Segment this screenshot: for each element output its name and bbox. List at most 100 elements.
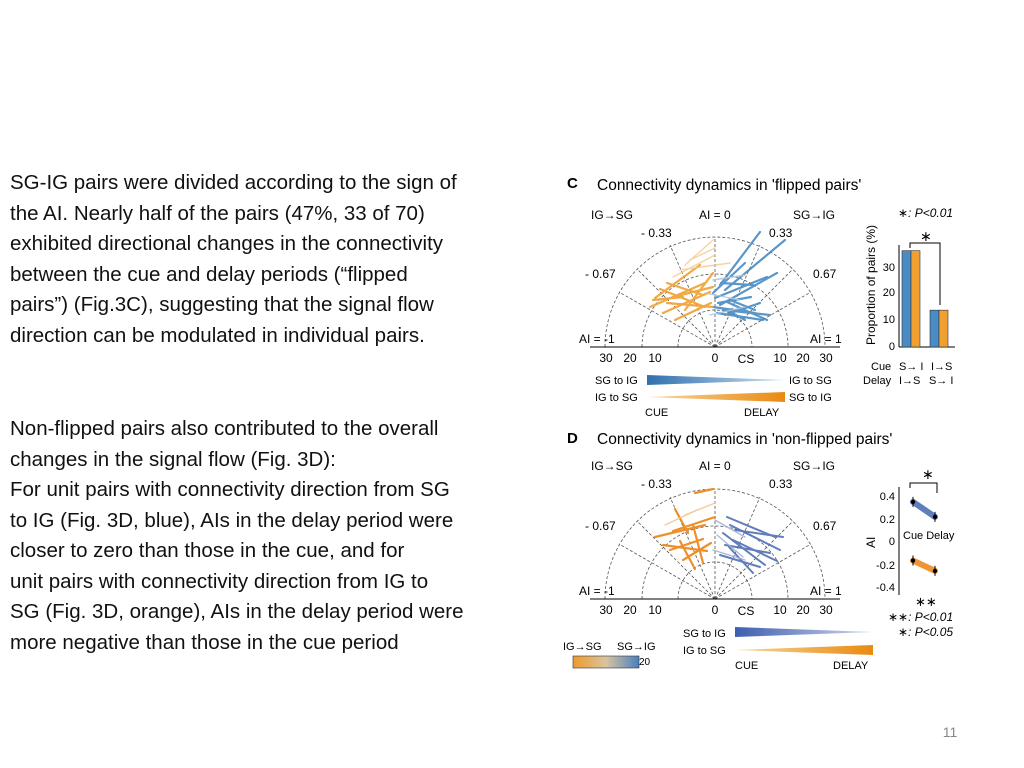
significance-star: ∗∗	[915, 594, 937, 609]
bar-blue-half	[901, 250, 912, 348]
text-line: For unit pairs with connectivity directi…	[10, 478, 450, 501]
y-tick: -0.2	[876, 560, 895, 572]
ai-zero-label: AI = 0	[699, 459, 731, 473]
non-flipped-pairs-segments	[653, 487, 784, 574]
cs-tick: 30	[819, 351, 833, 365]
cs-tick: 0	[712, 603, 719, 617]
y-tick: 0	[889, 341, 895, 353]
cs-tick: 0	[712, 351, 719, 365]
legend-wedge-orange	[735, 645, 873, 655]
colorbar: IG→SG SG→IG 20	[563, 641, 656, 669]
direction-label-left: IG→SG	[591, 459, 633, 473]
cs-tick: 10	[773, 351, 787, 365]
legend-label: IG to SG	[683, 645, 726, 657]
cs-tick: 30	[819, 603, 833, 617]
cs-axis-label: CS	[738, 604, 755, 618]
panel-title: Connectivity dynamics in 'non-flipped pa…	[597, 431, 892, 448]
legend-label: IG to SG	[789, 375, 832, 387]
bar-category-labels: Cue S→ I I→S Delay I→S S→ I	[863, 361, 953, 387]
ai-series-line	[910, 498, 938, 520]
ai-label-neg033: - 0.33	[641, 477, 672, 491]
cue-delay-legend: SG to IG IG to SG CUE DELAY	[683, 627, 873, 672]
ai-series-line	[910, 557, 938, 574]
y-tick: 0.4	[880, 491, 895, 503]
paragraph-flipped-pairs: SG-IG pairs were divided according to th…	[10, 168, 530, 351]
text-line: SG-IG pairs were divided according to th…	[10, 171, 457, 194]
panel-title: Connectivity dynamics in 'flipped pairs'	[597, 177, 861, 194]
y-tick: 0	[889, 536, 895, 548]
legend-label: IG to SG	[595, 392, 638, 404]
ai-label-neg067: - 0.67	[585, 519, 616, 533]
text-line: between the cue and delay periods (“flip…	[10, 262, 408, 286]
delay-row-label: Delay	[863, 375, 892, 387]
delay-label: DELAY	[744, 407, 780, 419]
group-label: I→S	[931, 361, 952, 373]
y-tick: 0.2	[880, 514, 895, 526]
significance-note: ∗: P<0.01	[898, 206, 953, 220]
polar-grid	[604, 488, 826, 600]
text-line: exhibited directional changes in the con…	[10, 232, 444, 255]
legend-wedge-orange	[647, 392, 785, 402]
significance-note: ∗∗: P<0.01	[888, 610, 953, 624]
text-line: more negative than those in the cue peri…	[10, 630, 399, 654]
cs-axis-label: CS	[738, 352, 755, 366]
panel-letter: C	[567, 175, 578, 192]
cue-label: CUE	[645, 407, 668, 419]
figure-3: C Connectivity dynamics in 'flipped pair…	[563, 175, 955, 672]
text-line: pairs”) (Fig.3C), suggesting that the si…	[10, 293, 434, 316]
cue-row-label: Cue	[871, 361, 891, 373]
cs-axis-ticks: 30 20 10 0 10 20 30 CS	[599, 603, 833, 618]
bar-chart-ylabel: Proportion of pairs (%)	[864, 225, 878, 345]
group-label: I→S	[899, 375, 920, 387]
text-line: closer to zero than those in the cue, an…	[10, 539, 405, 562]
delay-label: DELAY	[833, 660, 869, 672]
ai-series	[910, 496, 938, 576]
legend-wedge-blue	[647, 375, 785, 385]
group-label: S→ I	[929, 375, 953, 387]
y-tick: 20	[883, 287, 895, 299]
ai-label-pos1: AI = 1	[810, 584, 842, 598]
paragraph-non-flipped-pairs: Non-flipped pairs also contributed to th…	[10, 414, 530, 658]
ai-change-chart: ∗ AI 0.4 0.2 0 -0.2 -0.4 Cue Delay ∗∗ ∗∗…	[864, 466, 955, 639]
panel-d: D Connectivity dynamics in 'non-flipped …	[563, 430, 955, 672]
y-ticks: 30 20 10 0	[883, 262, 895, 353]
colorbar-gradient	[572, 655, 640, 669]
cs-tick: 20	[796, 603, 810, 617]
y-tick: 30	[883, 262, 895, 274]
ai-label-neg067: - 0.67	[585, 267, 616, 281]
text-line: unit pairs with connectivity direction f…	[10, 569, 429, 593]
cs-tick: 20	[796, 351, 810, 365]
ai-label-neg033: - 0.33	[641, 226, 672, 240]
direction-label-right: SG→IG	[793, 459, 835, 473]
cs-tick: 10	[648, 603, 662, 617]
ai-label-neg1: AI = -1	[579, 332, 615, 346]
ai-chart-xlabel: Cue Delay	[903, 530, 955, 542]
ai-label-pos067: 0.67	[813, 267, 837, 281]
cs-tick: 20	[623, 351, 637, 365]
significance-note: ∗: P<0.05	[898, 625, 953, 639]
legend-label: SG to IG	[595, 375, 638, 387]
legend-label: SG to IG	[789, 392, 832, 404]
cue-delay-legend: SG to IG IG to SG IG to SG SG to IG CUE …	[595, 375, 832, 419]
bar-blue-half	[929, 309, 940, 348]
panel-letter: D	[567, 430, 578, 447]
text-line: the AI. Nearly half of the pairs (47%, 3…	[10, 201, 425, 225]
colorbar-value: 20	[639, 657, 651, 668]
significance-star: ∗	[920, 228, 932, 244]
ai-zero-label: AI = 0	[699, 208, 731, 222]
cs-tick: 10	[648, 351, 662, 365]
y-tick: 10	[883, 314, 895, 326]
significance-star: ∗	[922, 466, 934, 482]
significance-bracket	[909, 482, 938, 493]
text-line: to IG (Fig. 3D, blue), AIs in the delay …	[10, 508, 454, 532]
ai-label-pos067: 0.67	[813, 519, 837, 533]
colorbar-left-label: IG→SG	[563, 641, 602, 653]
direction-label-right: SG→IG	[793, 208, 835, 222]
ai-label-neg1: AI = -1	[579, 584, 615, 598]
ai-label-pos033: 0.33	[769, 477, 793, 491]
cs-tick: 30	[599, 603, 613, 617]
direction-label-left: IG→SG	[591, 208, 633, 222]
cs-tick: 20	[623, 603, 637, 617]
text-line: changes in the signal flow (Fig. 3D):	[10, 447, 336, 471]
text-line: direction can be modulated in individual…	[10, 323, 425, 347]
